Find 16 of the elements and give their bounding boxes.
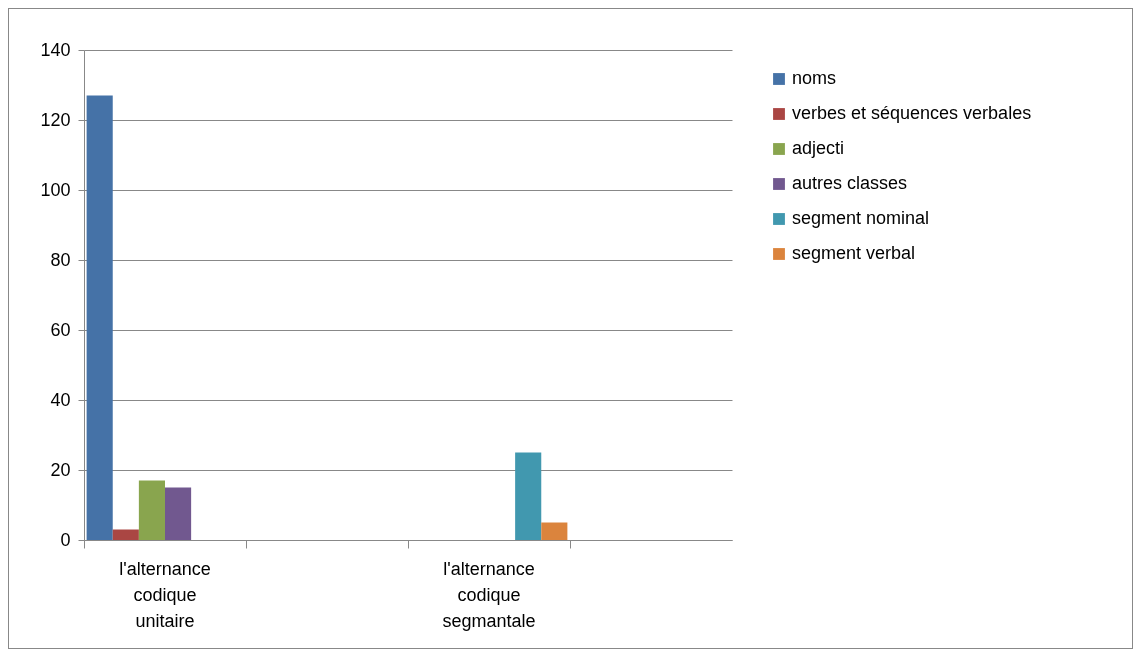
legend-label: verbes et séquences verbales [792,103,1032,123]
y-tick-label: 0 [60,529,71,550]
y-tick-label: 40 [50,389,71,410]
x-tick-label: l'alternance codique unitaire [119,558,211,631]
legend-label: adjecti [792,138,845,158]
y-tick-label: 60 [50,319,71,340]
legend-label: segment verbal [792,243,916,263]
y-tick-label: 20 [50,459,71,480]
y-tick-label: 100 [40,179,71,200]
legend-label: autres classes [792,173,908,193]
legend-label: segment nominal [792,208,930,228]
legend-label: noms [792,68,837,88]
x-tick-label: l'alternance codique segmantale [442,558,536,631]
y-tick-label: 140 [40,39,71,60]
y-tick-label: 120 [40,109,71,130]
y-tick-label: 80 [50,249,71,270]
